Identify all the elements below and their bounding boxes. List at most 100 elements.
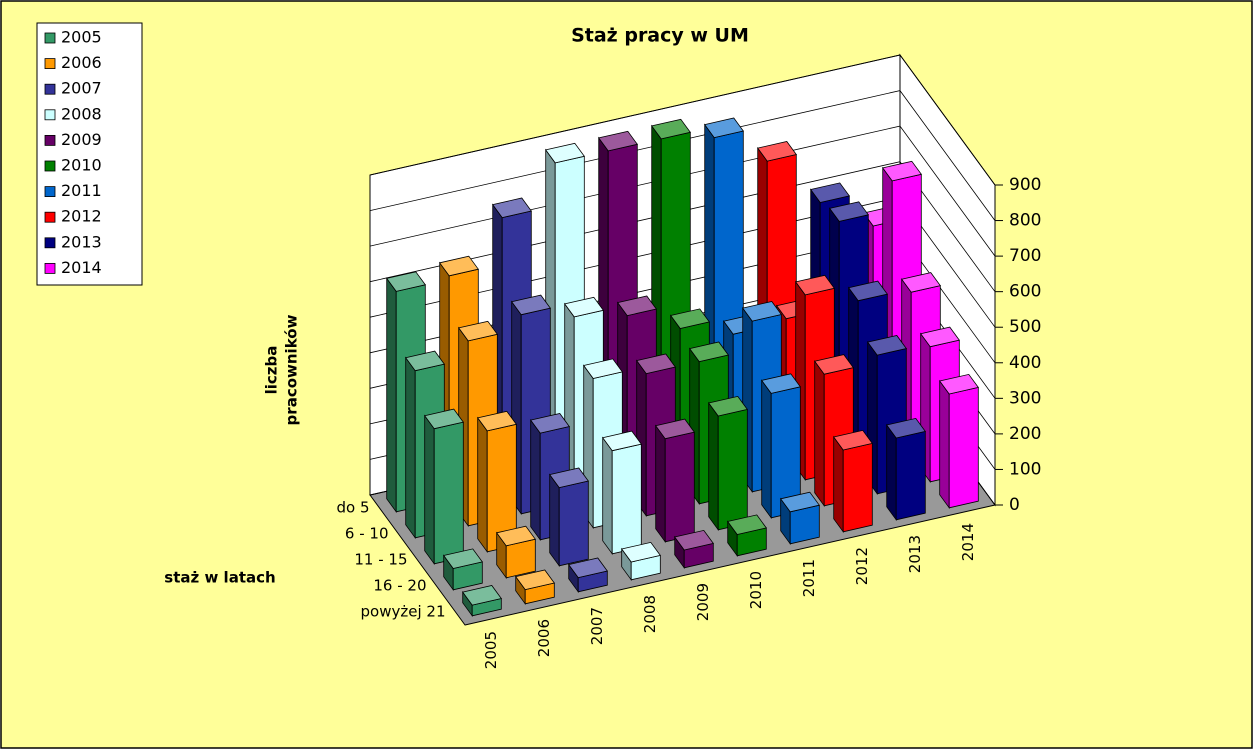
depth-tick-label: do 5 [336, 499, 369, 517]
bar [496, 525, 536, 580]
y-tick-label: 600 [1009, 282, 1041, 302]
y-tick-label: 200 [1009, 424, 1041, 444]
y-tick-label: 400 [1009, 353, 1041, 373]
y-tick-label: 0 [1009, 495, 1020, 515]
depth-tick-label: 16 - 20 [373, 577, 426, 595]
bar-side [886, 423, 897, 522]
bar-top [549, 467, 589, 489]
bar-top [492, 197, 532, 219]
bar-front [558, 480, 589, 567]
bar-top [939, 373, 979, 395]
bar [727, 514, 767, 558]
legend-label: 2014 [61, 258, 102, 277]
grid-line [369, 54, 996, 186]
chart-title: Staż pracy w UM [571, 25, 749, 47]
legend-swatch [44, 109, 56, 121]
bar-top [886, 417, 926, 439]
x-tick-label: 2008 [641, 595, 659, 633]
bar [621, 541, 661, 582]
bar-top [545, 142, 585, 164]
bar-front [611, 443, 642, 555]
legend-label: 2010 [61, 156, 102, 175]
bar-top [848, 280, 888, 302]
bar-top [636, 353, 676, 375]
bar-front [433, 421, 464, 565]
bar-top [651, 118, 691, 140]
bar-side [708, 401, 719, 532]
legend-swatch [44, 211, 56, 223]
bar-top [761, 373, 801, 394]
legend-swatch [44, 83, 56, 95]
bar-top [814, 354, 854, 375]
bar-top [439, 255, 479, 277]
bar-top [833, 429, 873, 451]
depth-axis-title: staż w latach [164, 569, 275, 587]
y-tick-label: 700 [1009, 246, 1041, 266]
bar-top [674, 529, 714, 551]
y-tick-label: 300 [1009, 388, 1041, 408]
bar [886, 417, 926, 522]
bar [655, 418, 695, 544]
x-tick-label: 2005 [482, 631, 500, 669]
bar-top [511, 294, 551, 316]
bar [833, 429, 873, 534]
y-axis-title: liczba pracowników [263, 314, 301, 425]
legend-swatch [44, 32, 56, 44]
bar [568, 557, 608, 594]
bar [939, 373, 979, 510]
bar-side [761, 379, 772, 520]
bar-front [948, 386, 979, 509]
y-tick-label: 900 [1009, 175, 1041, 195]
bar-top [602, 430, 642, 452]
bar-side [939, 379, 950, 510]
x-tick-label: 2010 [747, 571, 765, 609]
bar-top [901, 272, 941, 293]
bar-top [568, 557, 608, 579]
bar-top [882, 160, 922, 182]
y-axis-title-line: liczba [263, 346, 281, 395]
bar-side [477, 416, 488, 554]
bar [424, 408, 464, 566]
bar [515, 569, 555, 606]
legend-label: 2007 [61, 79, 102, 98]
legend-swatch [44, 160, 56, 172]
bar-front [895, 430, 926, 521]
bar-top [742, 301, 782, 322]
bar-top [564, 296, 604, 318]
bar [708, 395, 748, 532]
bar-top [704, 117, 744, 139]
x-tick-label: 2009 [694, 583, 712, 621]
legend-swatch [44, 58, 56, 69]
x-tick-label: 2014 [959, 523, 977, 561]
bar-top [386, 271, 426, 292]
legend-label: 2011 [61, 181, 102, 200]
bar-top [405, 350, 445, 372]
depth-tick-label: powyżej 21 [361, 603, 446, 621]
legend-swatch [44, 134, 56, 146]
bar-side [549, 473, 560, 568]
bar [477, 410, 517, 554]
bar-top [617, 295, 657, 317]
bar-side [814, 359, 825, 508]
bar-side [833, 435, 844, 534]
bar-top [655, 418, 695, 440]
x-tick-label: 2012 [853, 547, 871, 585]
bar-top [583, 358, 623, 379]
legend-label: 2013 [61, 232, 102, 251]
legend-label: 2006 [61, 53, 102, 72]
bar-front [842, 442, 873, 533]
x-tick-label: 2011 [800, 559, 818, 597]
bar-top [598, 130, 638, 152]
bar-top [424, 408, 464, 430]
bar [549, 467, 589, 568]
bar-top [515, 569, 555, 591]
x-tick-label: 2006 [535, 619, 553, 657]
y-tick-label: 100 [1009, 459, 1041, 479]
legend-swatch [44, 186, 56, 198]
bar-top [795, 274, 835, 296]
bar-top [477, 410, 517, 432]
y-tick-label: 800 [1009, 211, 1041, 231]
bar-front [717, 408, 748, 531]
bar-side [530, 418, 541, 542]
